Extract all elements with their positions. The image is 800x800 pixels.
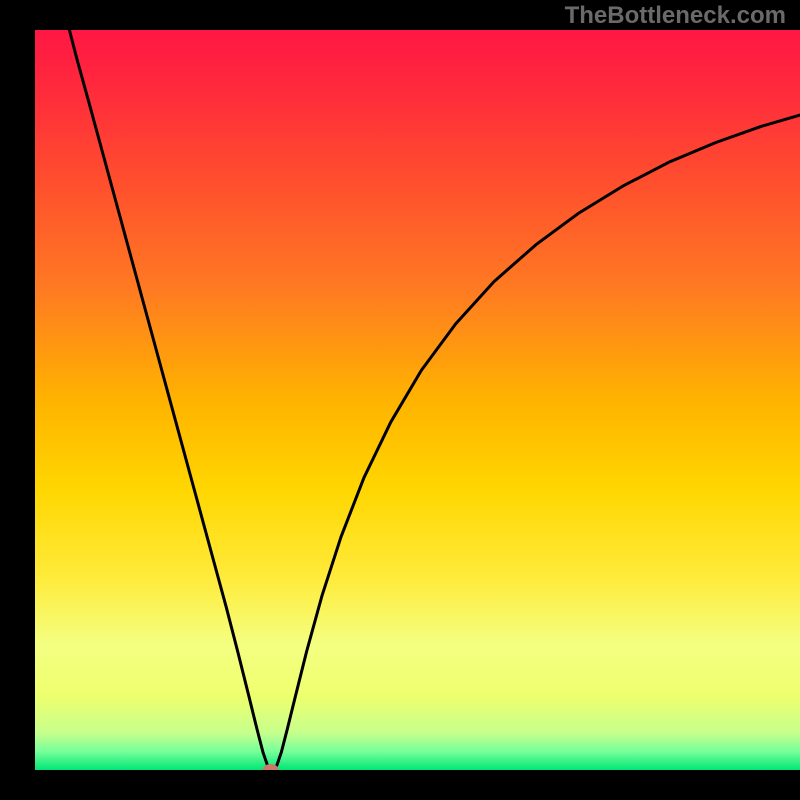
watermark-text: TheBottleneck.com: [565, 2, 786, 30]
bottleneck-chart: [35, 30, 800, 770]
gradient-background: [35, 30, 800, 770]
chart-root: TheBottleneck.com: [0, 0, 800, 800]
